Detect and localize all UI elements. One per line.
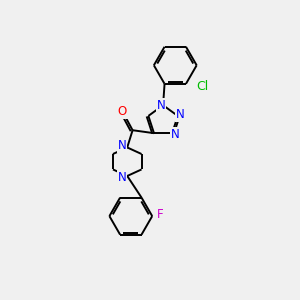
Text: N: N [157, 99, 165, 112]
Text: Cl: Cl [196, 80, 208, 93]
Text: N: N [176, 108, 185, 121]
Text: O: O [118, 105, 127, 118]
Text: N: N [118, 140, 126, 152]
Text: N: N [118, 171, 126, 184]
Text: F: F [157, 208, 164, 221]
Text: N: N [171, 128, 180, 141]
